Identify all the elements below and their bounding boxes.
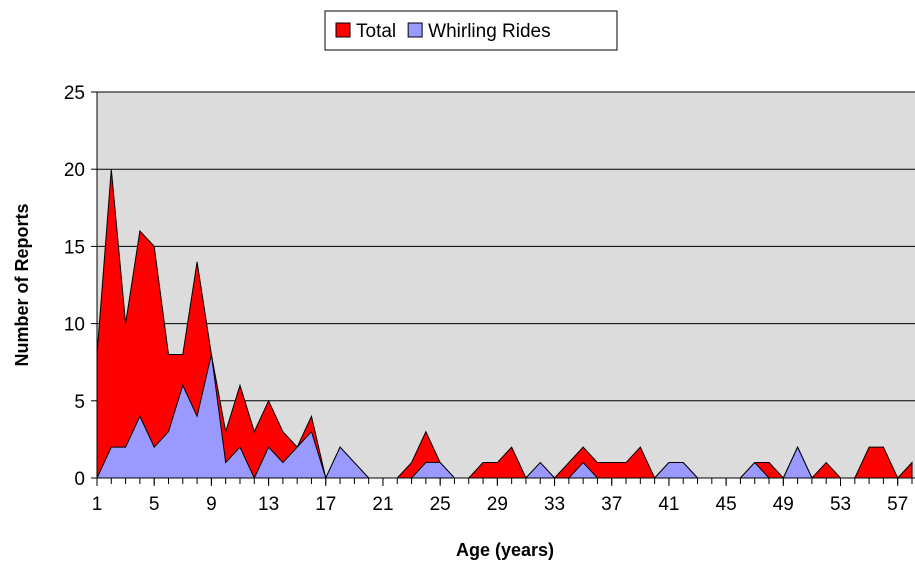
x-tick-label: 49 <box>773 494 794 515</box>
x-tick-label: 33 <box>544 494 565 515</box>
legend <box>324 10 618 51</box>
x-axis-label: Age (years) <box>456 540 554 560</box>
x-tick-label: 21 <box>372 494 393 515</box>
legend-swatch <box>407 22 423 38</box>
y-tick-label: 15 <box>64 237 85 258</box>
y-tick-label: 0 <box>74 469 85 490</box>
y-tick-label: 20 <box>64 160 85 181</box>
y-tick-label: 5 <box>74 392 85 413</box>
x-tick-label: 1 <box>92 494 103 515</box>
x-tick-label: 57 <box>887 494 908 515</box>
y-axis-label: Number of Reports <box>12 203 32 366</box>
x-tick-label: 5 <box>149 494 160 515</box>
legend-label: Total <box>356 21 396 42</box>
x-tick-label: 53 <box>830 494 851 515</box>
x-tick-label: 29 <box>487 494 508 515</box>
y-tick-label: 25 <box>64 83 85 104</box>
legend-swatch <box>335 22 351 38</box>
x-tick-label: 37 <box>601 494 622 515</box>
x-tick-label: 9 <box>206 494 217 515</box>
x-tick-label: 45 <box>716 494 737 515</box>
legend-label: Whirling Rides <box>428 21 550 42</box>
x-tick-label: 17 <box>315 494 336 515</box>
x-tick-label: 41 <box>658 494 679 515</box>
y-tick-label: 10 <box>64 315 85 336</box>
x-tick-label: 13 <box>258 494 279 515</box>
x-tick-label: 25 <box>430 494 451 515</box>
